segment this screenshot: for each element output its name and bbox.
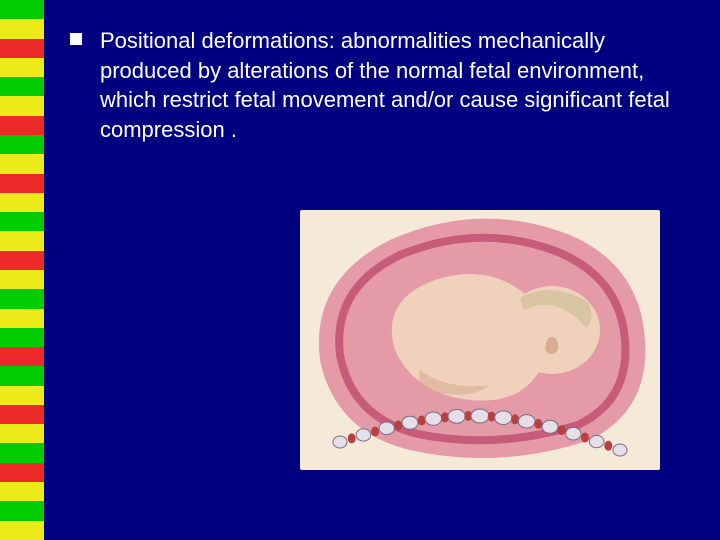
stripe-segment — [0, 251, 44, 270]
stripe-segment — [0, 0, 44, 19]
stripe-segment — [0, 405, 44, 424]
stripe-segment — [0, 39, 44, 58]
stripe-segment — [0, 154, 44, 173]
stripe-segment — [0, 424, 44, 443]
stripe-segment — [0, 309, 44, 328]
stripe-segment — [0, 501, 44, 520]
slide-content: Positional deformations: abnormalities m… — [70, 26, 702, 145]
stripe-segment — [0, 521, 44, 540]
bullet-item: Positional deformations: abnormalities m… — [70, 26, 702, 145]
stripe-segment — [0, 347, 44, 366]
stripe-segment — [0, 174, 44, 193]
stripe-segment — [0, 77, 44, 96]
stripe-segment — [0, 96, 44, 115]
stripe-segment — [0, 58, 44, 77]
stripe-segment — [0, 135, 44, 154]
fetal-compression-illustration — [300, 210, 660, 470]
stripe-segment — [0, 463, 44, 482]
fetus-diagram-svg — [300, 210, 660, 470]
stripe-segment — [0, 116, 44, 135]
stripe-segment — [0, 386, 44, 405]
stripe-segment — [0, 212, 44, 231]
stripe-segment — [0, 366, 44, 385]
stripe-segment — [0, 19, 44, 38]
bullet-text: Positional deformations: abnormalities m… — [100, 26, 702, 145]
bullet-marker — [70, 33, 82, 45]
decorative-side-stripe — [0, 0, 44, 540]
stripe-segment — [0, 328, 44, 347]
stripe-segment — [0, 193, 44, 212]
stripe-segment — [0, 270, 44, 289]
stripe-segment — [0, 482, 44, 501]
stripe-segment — [0, 289, 44, 308]
stripe-segment — [0, 443, 44, 462]
definition-term: Positional deformations — [100, 28, 329, 53]
stripe-segment — [0, 231, 44, 250]
